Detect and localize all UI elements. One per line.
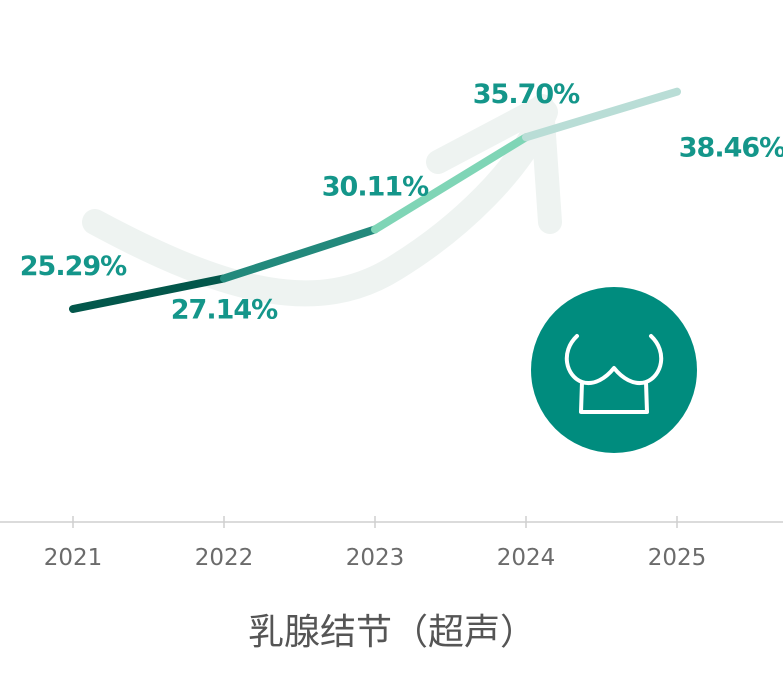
data-label-2025: 38.46%	[679, 133, 783, 164]
x-axis-title: 乳腺结节（超声）	[248, 612, 536, 653]
x-tick-label-2023: 2023	[346, 545, 405, 571]
breast-icon	[531, 287, 697, 453]
data-label-2022: 27.14%	[171, 294, 278, 325]
x-tick-label-2025: 2025	[648, 545, 707, 571]
icon-outline	[564, 334, 664, 414]
x-axis-ticks: 2021 2022 2023 2024 2025	[44, 516, 707, 571]
data-labels: 25.29% 27.14% 30.11% 35.70% 38.46%	[20, 79, 783, 325]
trend-arrow-head-left	[426, 96, 552, 174]
trend-arrow-head-right	[530, 94, 562, 234]
line-segment-2022-2023	[220, 225, 379, 283]
x-tick-label-2022: 2022	[195, 545, 254, 571]
data-label-2021: 25.29%	[20, 251, 127, 282]
trend-arrow-curve	[82, 99, 558, 307]
line-segment-2023-2024	[371, 133, 530, 234]
trend-arrow-decoration	[82, 94, 562, 307]
x-tick-label-2021: 2021	[44, 545, 103, 571]
x-tick-label-2024: 2024	[497, 545, 556, 571]
line-segment-2021-2022	[69, 274, 228, 313]
series-line	[69, 87, 681, 313]
line-segment-2024-2025	[522, 87, 681, 142]
data-label-2023: 30.11%	[322, 171, 429, 202]
data-label-2024: 35.70%	[473, 79, 580, 110]
